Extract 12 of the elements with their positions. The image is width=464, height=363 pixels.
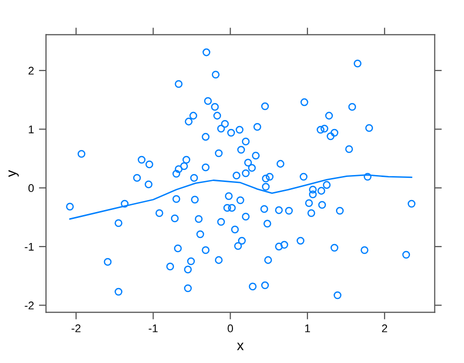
x-tick-label: 2 (382, 324, 388, 332)
y-tick-label: 2 (28, 66, 34, 75)
y-tick-label: -2 (24, 302, 34, 310)
x-tick-label: 0 (228, 324, 233, 332)
x-tick-label: 1 (305, 324, 310, 332)
y-axis-title: y (8, 170, 19, 177)
y-tick-label: 0 (28, 184, 34, 192)
x-axis-title: x (237, 342, 244, 350)
y-tick-label: 1 (28, 126, 34, 134)
y-tick-label: -1 (24, 242, 34, 251)
x-tick-label: -2 (72, 324, 80, 332)
x-tick-label: -1 (148, 324, 158, 332)
